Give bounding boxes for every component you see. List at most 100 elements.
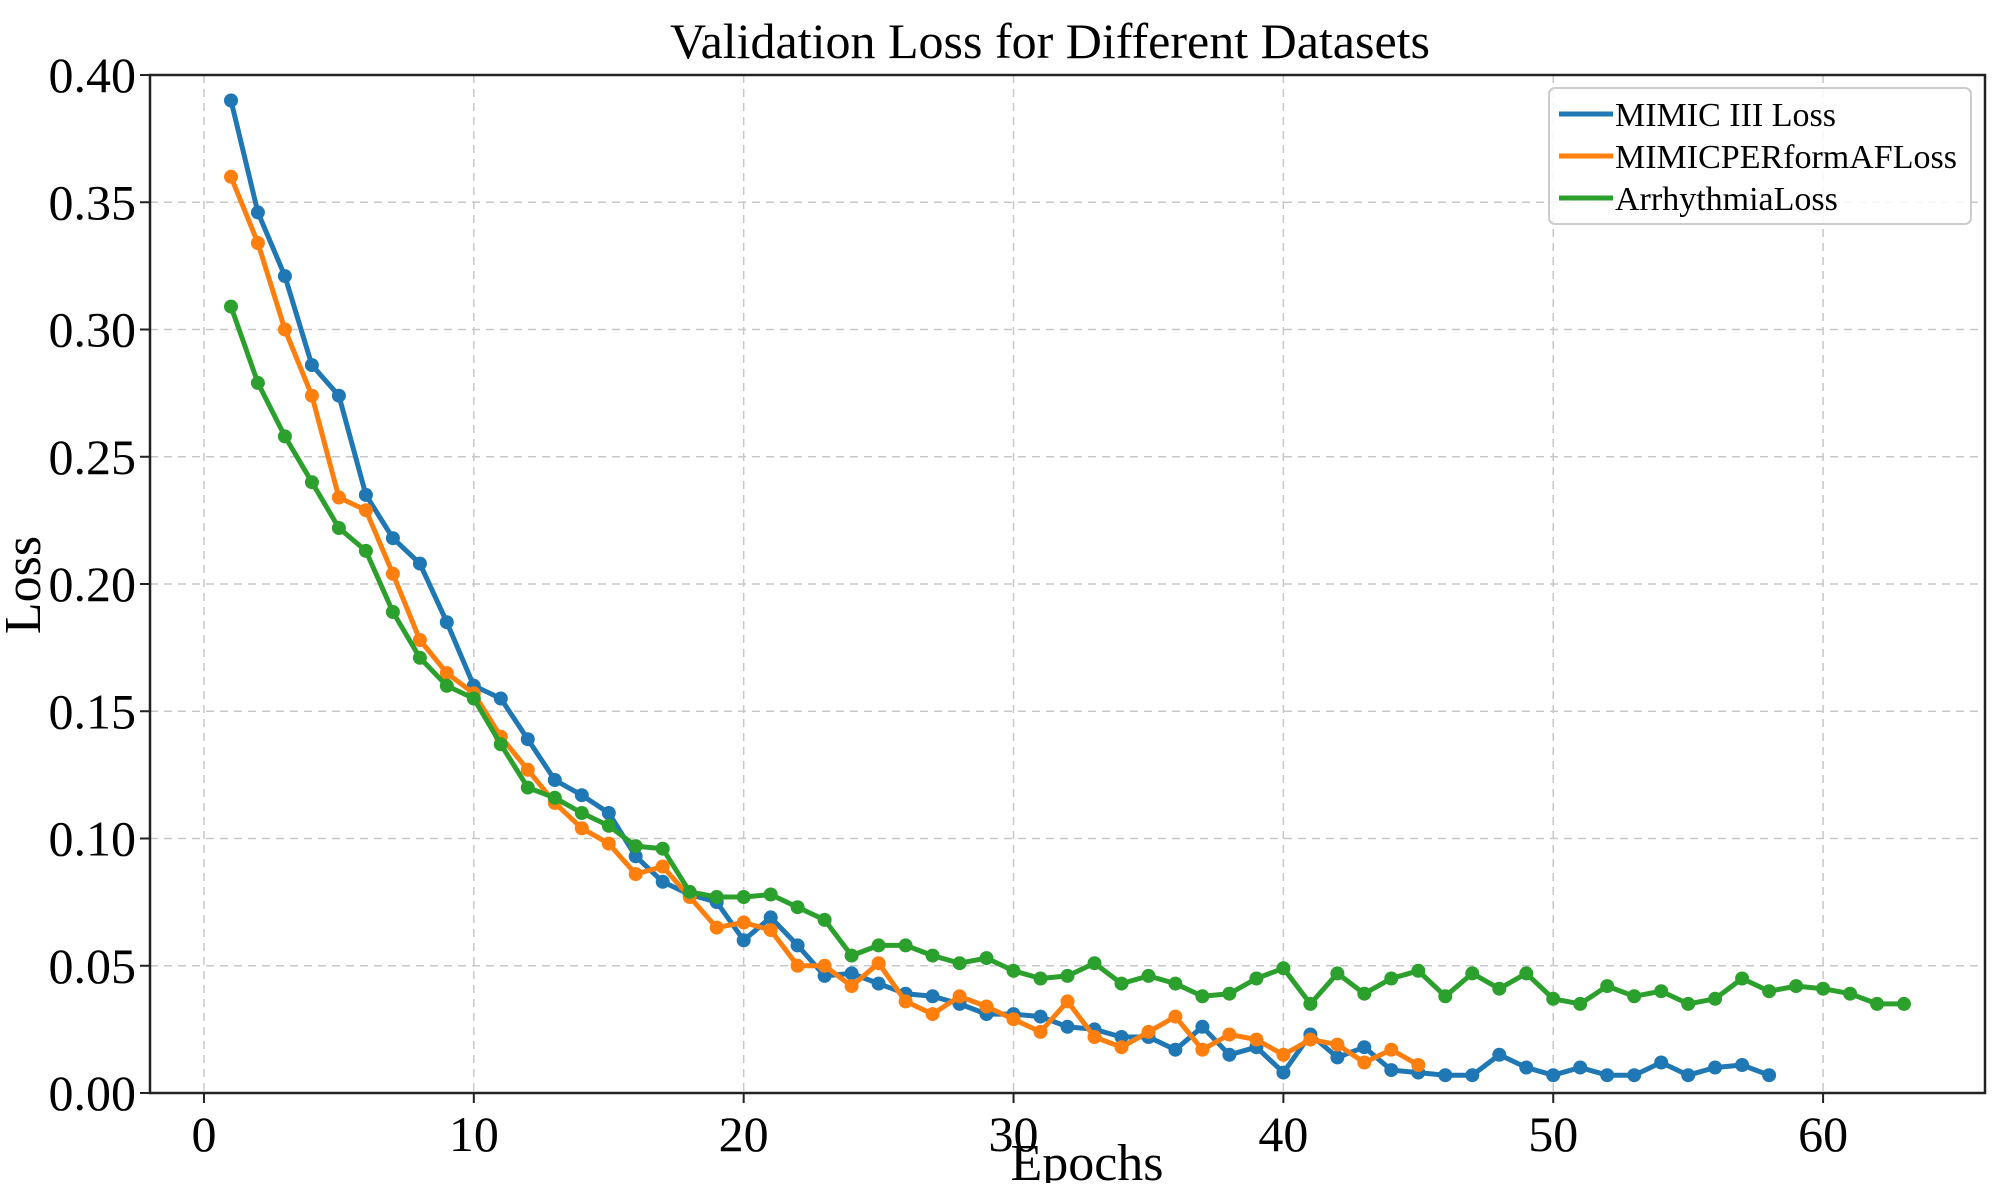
data-point [1870,996,1885,1011]
x-axis-title: Epochs [1010,1135,1163,1183]
data-point [304,388,319,403]
data-point [1114,976,1129,991]
x-tick-label: 0 [191,1106,216,1162]
y-tick-label: 0.20 [49,556,137,612]
data-point [385,566,400,581]
data-point [1330,1037,1345,1052]
data-point [277,429,292,444]
data-point [1006,1012,1021,1027]
data-point [1006,963,1021,978]
data-point [1033,1024,1048,1039]
data-point [493,737,508,752]
data-point [871,956,886,971]
data-point [1708,1060,1723,1075]
data-point [817,968,832,983]
data-point [439,615,454,630]
series-layer [224,93,1911,1083]
data-point [1600,979,1615,994]
data-point [1222,986,1237,1001]
data-point [1033,971,1048,986]
data-point [736,915,751,930]
data-point [655,859,670,874]
data-point [1546,991,1561,1006]
data-point [1195,1042,1210,1057]
data-point [547,790,562,805]
data-point [1843,986,1858,1001]
data-point [1600,1068,1615,1083]
data-point [1357,1040,1372,1055]
data-point [493,691,508,706]
data-point [439,678,454,693]
data-point [1762,1068,1777,1083]
y-tick-label: 0.05 [49,938,137,994]
data-point [1276,961,1291,976]
data-point [1249,1032,1264,1047]
series-1 [224,169,1426,1072]
data-point [1087,956,1102,971]
y-tick-label: 0.10 [49,811,137,867]
data-point [790,958,805,973]
data-point [574,821,589,836]
y-tick-label: 0.35 [49,174,137,230]
data-point [1492,981,1507,996]
data-point [709,890,724,904]
data-point [1330,966,1345,981]
data-point [817,958,832,973]
data-point [520,762,535,777]
data-point [331,490,346,505]
data-point [736,890,751,904]
data-point [1168,1009,1183,1024]
series-2 [224,299,1911,1011]
data-point [1681,1068,1696,1083]
data-point [898,994,913,1009]
data-point [817,912,832,927]
data-point [1060,968,1075,983]
data-point [385,605,400,619]
data-point [1384,1042,1399,1057]
data-point [574,806,589,820]
legend-label: MIMICPERformAFLoss [1615,139,1957,176]
data-point [1303,1032,1318,1047]
data-point [1303,996,1318,1011]
y-tick-label: 0.00 [49,1065,137,1121]
legend-label: MIMIC III Loss [1615,97,1836,134]
data-point [1249,971,1264,986]
data-point [250,205,265,220]
data-point [1897,996,1911,1011]
x-tick-label: 10 [449,1106,499,1162]
data-point [601,836,616,851]
data-point [952,989,967,1004]
data-point [871,976,886,991]
data-point [1519,966,1534,981]
data-point [1222,1027,1237,1042]
data-point [1492,1047,1507,1062]
data-point [358,503,373,518]
data-point [925,989,940,1004]
data-point [304,358,319,373]
x-tick-label: 60 [1798,1106,1848,1162]
data-point [790,900,805,915]
data-point [574,788,589,803]
y-axis-title: Loss [0,536,52,634]
data-point [925,1007,940,1022]
x-tick-label: 30 [989,1106,1039,1162]
data-point [655,874,670,889]
data-point [304,475,319,490]
data-point [412,633,427,647]
data-point [1654,1055,1669,1070]
data-point [628,839,643,854]
data-point [709,920,724,935]
data-point [385,531,400,546]
data-point [1357,1055,1372,1070]
data-point [412,556,427,571]
data-point [412,650,427,665]
data-point [1438,989,1453,1004]
data-point [763,923,778,938]
data-point [1465,1068,1480,1083]
data-point [1573,1060,1588,1075]
data-point [1384,971,1399,986]
data-point [224,93,238,108]
data-point [844,948,859,963]
data-point [250,236,265,250]
